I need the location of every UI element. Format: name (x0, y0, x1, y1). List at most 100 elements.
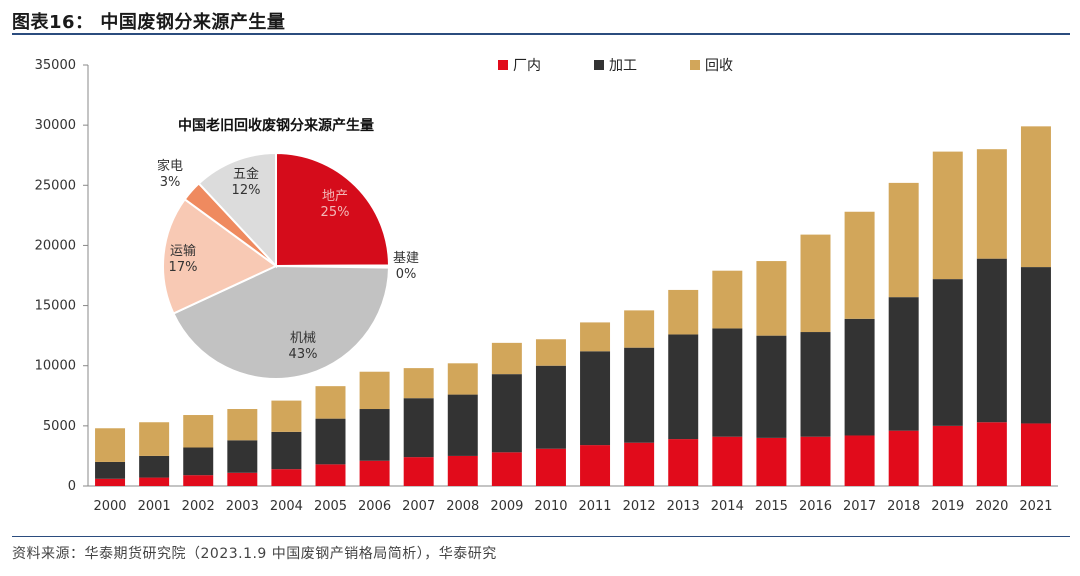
bar-segment-recycling (800, 234, 831, 333)
x-tick-label: 2017 (843, 499, 876, 514)
stacked-bar-chart: 0 5000 10000 15000 20000 25000 30000 35000 2000 2… (35, 58, 1058, 514)
pie-slice (172, 264, 391, 380)
pie-slice (197, 151, 277, 269)
bar-segment-recycling (756, 261, 787, 336)
legend-item: 加工 (594, 58, 637, 74)
x-tick-label: 2000 (93, 499, 126, 514)
pie-title: 中国老旧回收废钢分来源产生量 (178, 117, 374, 134)
bar-segment-recycling (624, 310, 655, 348)
bar-segment-processing (183, 447, 214, 476)
x-tick-label: 2011 (578, 499, 611, 514)
bar-segment-factory (535, 448, 566, 486)
bar-segment-recycling (712, 270, 743, 329)
x-tick-label: 2005 (314, 499, 347, 514)
bar-segment-recycling (976, 149, 1007, 259)
x-tick-label: 2018 (887, 499, 920, 514)
bar-segment-recycling (271, 400, 302, 432)
x-tick-label: 2008 (446, 499, 479, 514)
bar-segment-processing (1020, 267, 1051, 424)
bar-segment-processing (932, 279, 963, 426)
legend-item: 厂内 (498, 58, 541, 74)
bar-segment-recycling (888, 182, 919, 298)
bar-segment-processing (976, 258, 1007, 423)
bar-segment-processing (403, 398, 434, 458)
bar-segment-factory (359, 460, 390, 486)
pie-slice (275, 151, 391, 268)
bar-segment-factory (976, 422, 1007, 486)
bar-segment-processing (491, 374, 522, 453)
x-tick-label: 2009 (490, 499, 523, 514)
pie-slice-label: 地产 (322, 189, 348, 204)
bar-segment-factory (403, 457, 434, 486)
legend-item: 回收 (690, 58, 733, 74)
legend-swatch (498, 60, 508, 70)
pie-slice-percent: 25% (321, 205, 350, 220)
y-tick-label: 15000 (35, 299, 76, 314)
bar-segment-factory (800, 436, 831, 486)
pie-slice-label: 机械 (290, 331, 316, 346)
bar-segment-recycling (932, 151, 963, 280)
legend-label: 加工 (609, 58, 637, 74)
pie-slice-label: 家电 (157, 158, 183, 174)
bar-segment-recycling (580, 322, 611, 352)
legend-label: 回收 (705, 58, 733, 74)
bar-segment-factory (624, 442, 655, 486)
pie-slice-percent: 43% (289, 347, 318, 362)
source-note: 资料来源：华泰期货研究院（2023.1.9 中国废钢产销格局简析），华泰研究 (12, 546, 497, 562)
x-tick-label: 2007 (402, 499, 435, 514)
bar-segment-factory (95, 478, 126, 486)
bar-segment-processing (668, 334, 699, 440)
y-tick-label: 20000 (35, 238, 76, 253)
bar-segment-recycling (403, 368, 434, 399)
x-tick-label: 2021 (1019, 499, 1052, 514)
bar-segment-processing (580, 351, 611, 446)
bar-segment-processing (800, 332, 831, 437)
pie-slice-label: 基建 (393, 251, 419, 266)
bar-segment-recycling (359, 371, 390, 410)
bar-segment-processing (888, 297, 919, 431)
bar-segment-processing (712, 328, 743, 437)
figure-header: 图表16： 中国废钢分来源产生量 (12, 6, 1072, 34)
x-tick-label: 2004 (270, 499, 303, 514)
x-tick-label: 2020 (975, 499, 1008, 514)
bar-segment-processing (359, 409, 390, 461)
bar-segment-processing (139, 455, 170, 478)
title-rule (12, 33, 1070, 35)
x-tick-label: 2010 (534, 499, 567, 514)
x-tick-label: 2016 (799, 499, 832, 514)
pie-slice-percent: 12% (232, 183, 261, 198)
x-tick-label: 2006 (358, 499, 391, 514)
pie-slice-percent: 3% (160, 175, 181, 190)
y-tick-label: 10000 (35, 359, 76, 374)
y-tick-label: 5000 (43, 419, 76, 434)
bar-segment-recycling (844, 211, 875, 319)
legend-label: 厂内 (513, 58, 541, 74)
x-tick-label: 2012 (623, 499, 656, 514)
bar-segment-recycling (95, 428, 126, 462)
bar-segment-recycling (535, 339, 566, 366)
bar-segment-factory (712, 436, 743, 486)
bar-segment-recycling (447, 363, 478, 395)
x-tick-label: 2019 (931, 499, 964, 514)
bar-segment-factory (315, 464, 346, 486)
bar-segment-factory (844, 435, 875, 486)
bar-segment-recycling (668, 289, 699, 335)
x-tick-label: 2013 (667, 499, 700, 514)
x-tick-label: 2001 (138, 499, 171, 514)
bar-segment-processing (95, 461, 126, 479)
y-tick-label: 0 (68, 479, 76, 494)
bar-segment-processing (756, 335, 787, 438)
bar-segment-processing (535, 365, 566, 449)
bar-segment-processing (271, 431, 302, 470)
pie-slice-label: 五金 (233, 166, 259, 182)
bar-segment-recycling (227, 409, 258, 441)
footer-rule (12, 536, 1070, 537)
legend-swatch (690, 60, 700, 70)
bar-segment-factory (491, 452, 522, 486)
pie-slice-percent: 0% (396, 267, 417, 282)
bar-segment-factory (139, 477, 170, 486)
bar-segment-factory (888, 430, 919, 486)
y-tick-label: 30000 (35, 118, 76, 133)
bar-segment-recycling (1020, 126, 1051, 268)
bar-segment-factory (932, 425, 963, 486)
